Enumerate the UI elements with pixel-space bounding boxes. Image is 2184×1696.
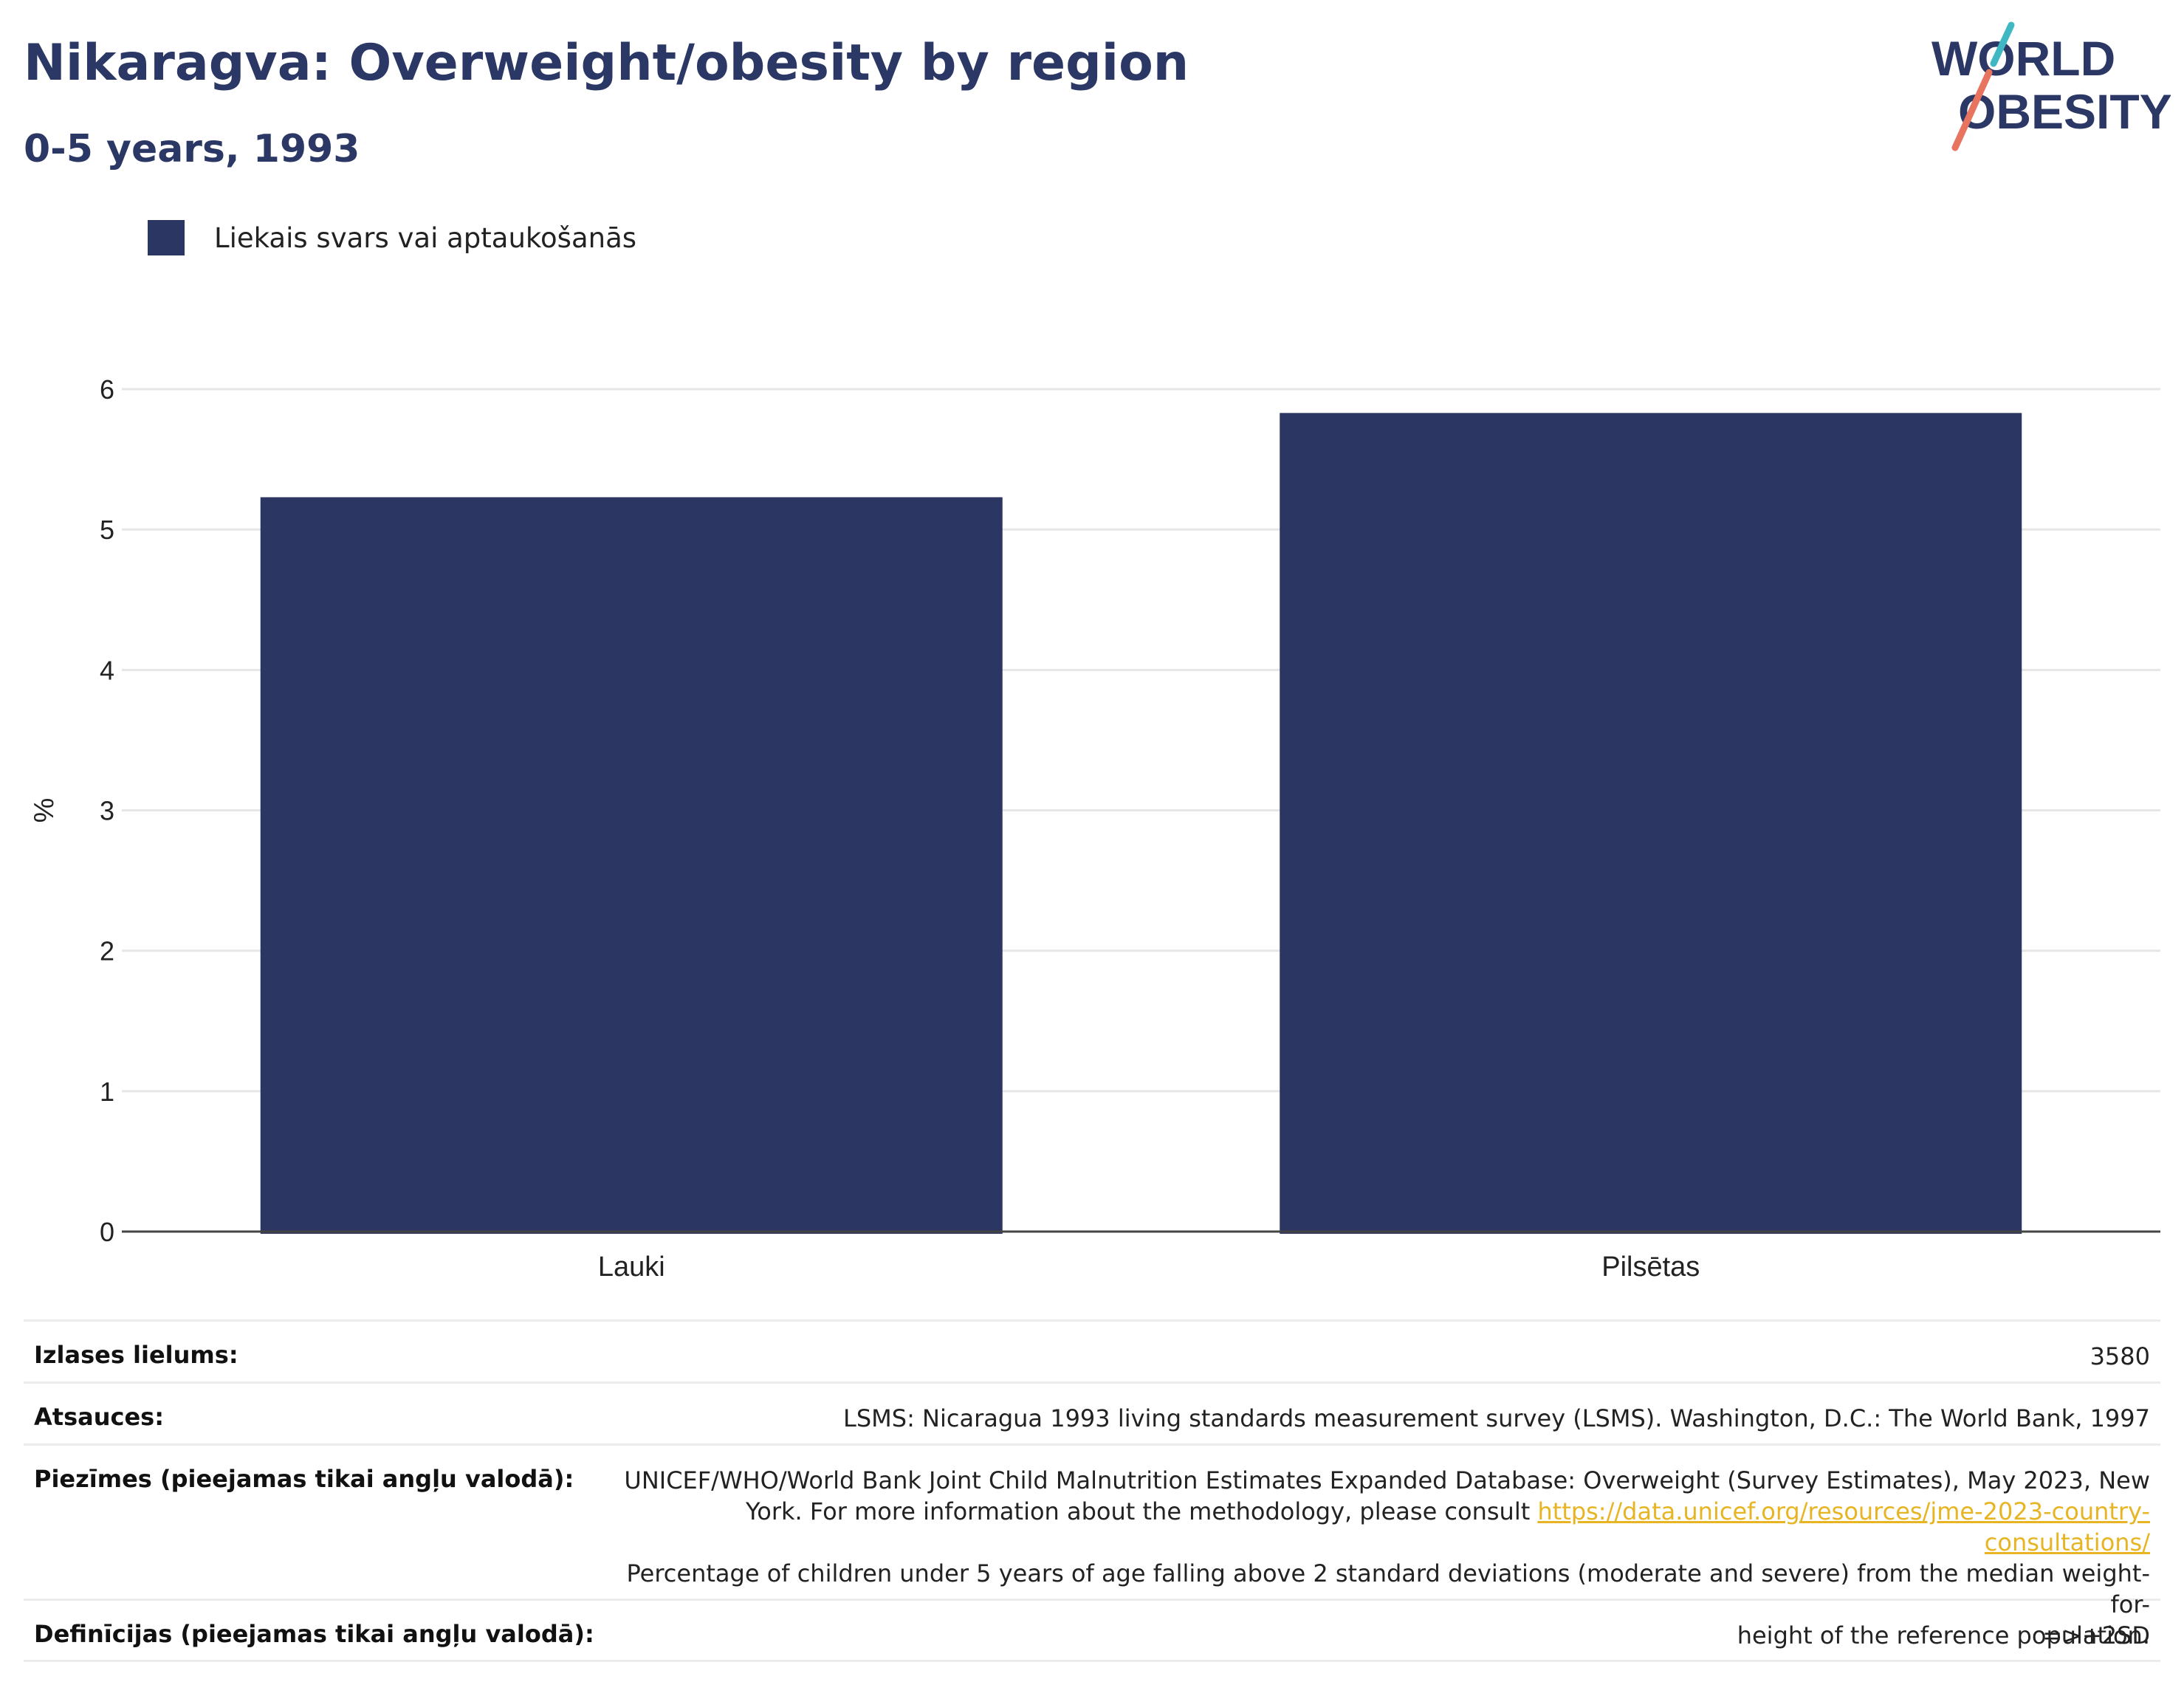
legend-label: Liekais svars vai aptaukošanās [214, 222, 637, 254]
info-table: Izlases lielums: 3580 Atsauces: LSMS: Ni… [24, 1319, 2160, 1662]
bar-chart: 0 1 2 3 4 5 6 Lauki Pilsētas % [29, 374, 2160, 1283]
methodology-link[interactable]: https://data.unicef.org/resources/jme-20… [1537, 1497, 2150, 1556]
y-tick-label: 3 [100, 796, 114, 826]
x-tick-label: Pilsētas [1601, 1252, 1700, 1283]
y-tick-label: 5 [100, 515, 114, 545]
logo-word-obesity: OBESITY [1958, 84, 2171, 139]
y-tick-label: 0 [100, 1217, 114, 1247]
chart-legend: Liekais svars vai aptaukošanās [148, 220, 636, 255]
notes-line-4: height of the reference population. [1737, 1621, 2150, 1649]
info-row-references: Atsauces: LSMS: Nicaragua 1993 living st… [24, 1381, 2160, 1443]
bar-lauki [260, 497, 1003, 1234]
notes-label: Piezīmes (pieejamas tikai angļu valodā): [34, 1465, 574, 1493]
info-row-sample: Izlases lielums: 3580 [24, 1319, 2160, 1381]
sample-label: Izlases lielums: [34, 1341, 238, 1369]
notes-line-3: Percentage of children under 5 years of … [626, 1559, 2151, 1618]
world-obesity-logo: WORLD OBESITY [1931, 21, 2171, 151]
info-row-notes: Piezīmes (pieejamas tikai angļu valodā):… [24, 1443, 2160, 1649]
definitions-label: Definīcijas (pieejamas tikai angļu valod… [34, 1620, 594, 1648]
y-axis-ticks: 0 1 2 3 4 5 6 [100, 374, 114, 1247]
logo-word-world: WORLD [1931, 31, 2115, 86]
notes-line-2-text: York. For more information about the met… [745, 1497, 1538, 1525]
legend-swatch [148, 220, 185, 255]
references-label: Atsauces: [34, 1403, 164, 1431]
y-tick-label: 1 [100, 1077, 114, 1107]
chart-title: Nikaragva: Overweight/obesity by region [24, 34, 1189, 92]
x-axis-ticks: Lauki Pilsētas [598, 1252, 1700, 1283]
notes-line-2: York. For more information about the met… [618, 1496, 2150, 1558]
notes-value: UNICEF/WHO/World Bank Joint Child Malnut… [618, 1465, 2150, 1651]
logo-slash-top [1990, 21, 2015, 67]
y-axis-label: % [29, 798, 60, 823]
references-value: LSMS: Nicaragua 1993 living standards me… [843, 1404, 2150, 1432]
chart-subtitle: 0-5 years, 1993 [24, 127, 360, 171]
sample-value: 3580 [2089, 1342, 2150, 1370]
bars [260, 413, 2022, 1234]
definitions-value: =>+2SD [2042, 1621, 2150, 1649]
y-tick-label: 4 [100, 655, 114, 685]
logo-slash-bottom [1951, 69, 1993, 151]
x-tick-label: Lauki [598, 1252, 665, 1283]
y-tick-label: 6 [100, 374, 114, 405]
y-tick-label: 2 [100, 936, 114, 967]
notes-line-1: UNICEF/WHO/World Bank Joint Child Malnut… [624, 1466, 2150, 1494]
info-row-definitions: Definīcijas (pieejamas tikai angļu valod… [24, 1599, 2160, 1662]
bar-pilsētas [1280, 413, 2022, 1234]
